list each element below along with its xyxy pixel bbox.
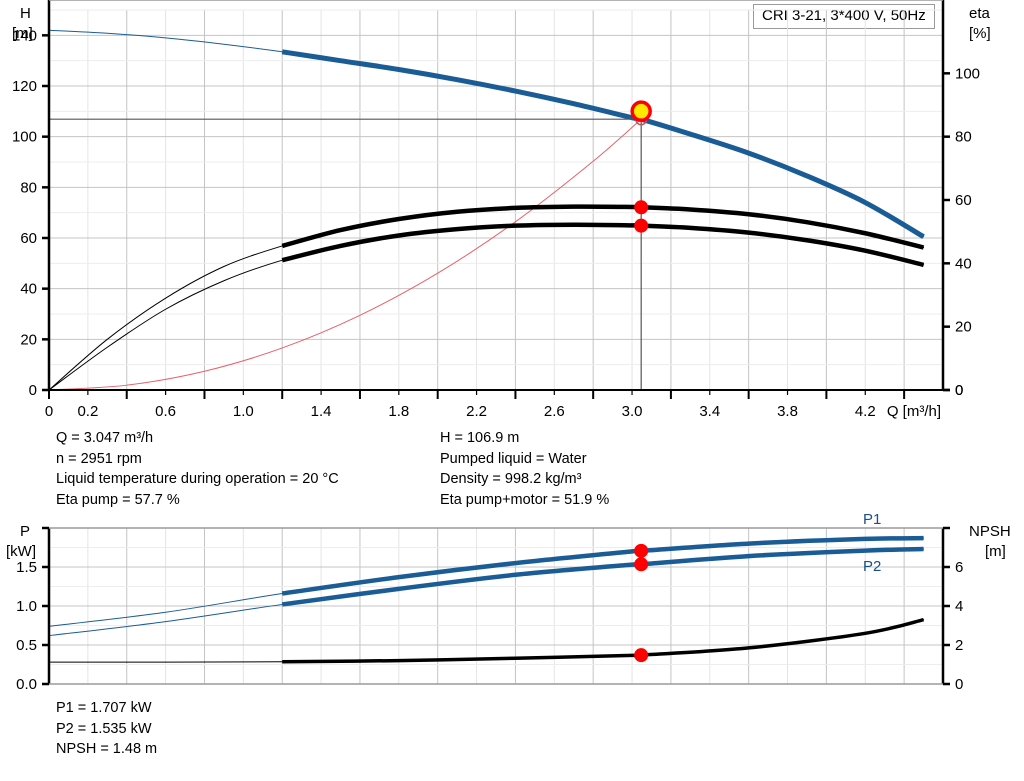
top-right-tick-label: 0 (955, 382, 963, 399)
duty-info-right-line-0: H = 106.9 m (440, 430, 520, 446)
q-axis-title: Q [m³/h] (887, 403, 941, 420)
npsh-axis-unit: [m] (985, 543, 1006, 560)
efficiency-curve-0 (281, 204, 925, 250)
top-right-zero-label: 0 (955, 382, 963, 399)
power-info: P1 = 1.707 kW P2 = 1.535 kW NPSH = 1.48 … (56, 698, 157, 760)
duty-info-left-line-0: Q = 3.047 m³/h (56, 430, 154, 446)
top-x-tick-label: 3.4 (699, 403, 720, 420)
series-label-p1: P1 (863, 511, 881, 528)
top-left-tick-label: 100 (12, 129, 37, 146)
top-x-tick-label: 0 (45, 403, 53, 420)
top-x-tick-label: 2.2 (466, 403, 487, 420)
p-axis-unit: [kW] (6, 543, 36, 560)
eta-axis-title: eta (969, 5, 991, 22)
top-right-tick-label: 80 (955, 129, 972, 146)
power-curve-P2 (281, 546, 924, 607)
npsh-axis-title: NPSH (969, 523, 1011, 540)
top-left-tick-label: 40 (20, 281, 37, 298)
top-x-tick-label: 3.8 (777, 403, 798, 420)
top-x-tick-label: 2.6 (544, 403, 565, 420)
power-info-line-1: P2 = 1.535 kW (56, 720, 152, 737)
power-info-line-0: P1 = 1.707 kW (56, 700, 152, 716)
eta-axis-unit: [%] (969, 25, 991, 42)
duty-info-left-line-2: Liquid temperature during operation = 20… (56, 471, 339, 487)
bottom-duty-dot-P2 (634, 557, 649, 572)
efficiency-curve-thin-1 (48, 224, 925, 391)
top-x-tick-label: 1.0 (233, 403, 254, 420)
duty-info-right-line-2: Density = 998.2 kg/m³ (440, 471, 582, 487)
top-right-tick-label: 100 (955, 65, 980, 82)
bottom-duty-dot-P1 (634, 543, 649, 558)
power-curve-thin-P2 (48, 548, 925, 637)
top-left-tick-label: 0 (29, 382, 37, 399)
duty-info-right-line-3: Eta pump+motor = 51.9 % (440, 491, 610, 508)
efficiency-curve-thin-0 (48, 206, 925, 391)
h-axis-unit: [m] (12, 25, 33, 42)
top-x-tick-label: 3.0 (622, 403, 643, 420)
top-left-tick-label: 60 (20, 230, 37, 247)
efficiency-curve-1 (281, 222, 925, 268)
p-axis-title: P (20, 523, 30, 540)
bottom-duty-dot-NPSH (634, 648, 649, 663)
duty-info-left-line-1: n = 2951 rpm (56, 450, 142, 467)
bottom-left-tick-label: 0.0 (16, 676, 37, 693)
top-left-tick-label: 80 (20, 179, 37, 196)
bottom-right-tick-label: 6 (955, 559, 963, 576)
duty-point-marker[interactable] (630, 100, 652, 122)
head-curve (281, 49, 925, 239)
npsh-curve-thin (48, 619, 925, 663)
head-curve-thin (48, 29, 925, 238)
top-right-tick-label: 60 (955, 192, 972, 209)
power-info-line-2: NPSH = 1.48 m (56, 741, 158, 757)
top-x-tick-label: 4.2 (855, 403, 876, 420)
bottom-right-tick-label: 0 (955, 676, 963, 693)
duty-info-left: Q = 3.047 m³/h n = 2951 rpm Liquid tempe… (56, 428, 339, 510)
top-left-tick-label: 20 (20, 331, 37, 348)
efficiency-duty-dot-0 (634, 200, 649, 215)
top-x-tick-label: 1.8 (388, 403, 409, 420)
bottom-right-tick-label: 4 (955, 598, 963, 615)
duty-info-right: H = 106.9 m Pumped liquid = Water Densit… (440, 428, 609, 510)
bottom-left-tick-label: 0.5 (16, 637, 37, 654)
system-curve (48, 118, 642, 391)
top-right-tick-label: 40 (955, 255, 972, 272)
duty-info-left-line-3: Eta pump = 57.7 % (56, 491, 180, 508)
top-x-tick-label: 0.2 (77, 403, 98, 420)
h-axis-title: H (20, 5, 31, 22)
bottom-left-tick-label: 1.5 (16, 559, 37, 576)
efficiency-duty-dot-1 (634, 218, 649, 233)
duty-info-right-line-1: Pumped liquid = Water (440, 450, 587, 467)
series-label-p2: P2 (863, 558, 881, 575)
top-left-tick-label: 140 (12, 27, 37, 44)
top-x-tick-label: 0.6 (155, 403, 176, 420)
top-left-tick-label: 120 (12, 78, 37, 95)
bottom-right-tick-label: 2 (955, 637, 963, 654)
top-right-tick-label: 20 (955, 319, 972, 336)
power-curve-thin-P1 (48, 537, 925, 627)
bottom-left-tick-label: 1.0 (16, 598, 37, 615)
top-x-tick-label: 1.4 (311, 403, 332, 420)
